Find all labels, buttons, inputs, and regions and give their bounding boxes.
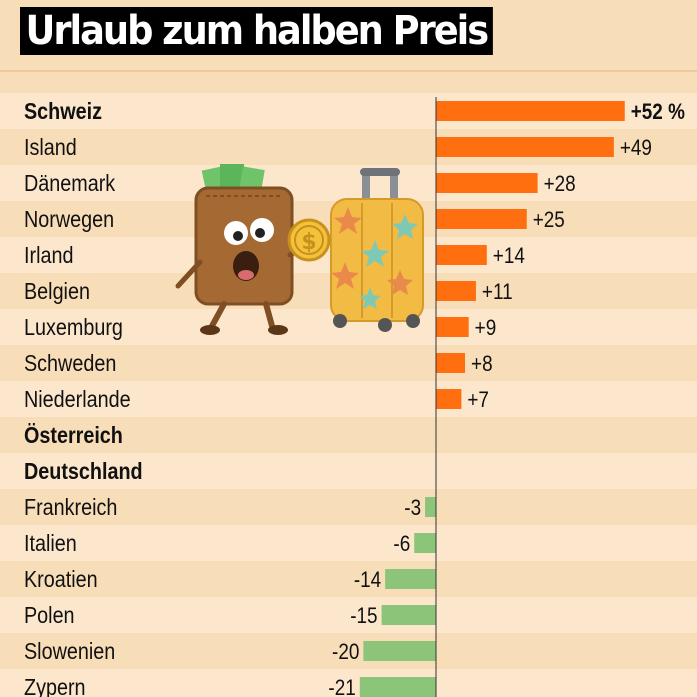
category-label: Niederlande: [24, 387, 131, 413]
row-stripe: [0, 345, 697, 381]
category-label: Dänemark: [24, 171, 115, 197]
data-label: +14: [493, 244, 525, 269]
bar: [436, 353, 466, 373]
data-label: +28: [544, 172, 576, 197]
bar: [436, 101, 625, 121]
bar: [425, 497, 436, 517]
data-label: +25: [533, 208, 565, 233]
row-stripe: [0, 525, 697, 561]
category-label: Schweden: [24, 351, 116, 377]
dollar-coin-icon: $: [287, 218, 331, 262]
data-label: +9: [475, 316, 497, 341]
bar: [436, 137, 614, 157]
bar: [436, 245, 487, 265]
row-stripe: [0, 417, 697, 453]
category-label: Zypern: [24, 675, 86, 697]
category-label: Polen: [24, 603, 75, 629]
data-label: +11: [482, 280, 513, 305]
row-stripe: [0, 561, 697, 597]
labels: Schweiz +52 % Island +49 Dänemark +28 Norwegen…: [24, 99, 685, 697]
header: Urlaub zum halben Preis: [0, 0, 697, 72]
chart-title: Urlaub zum halben Preis: [20, 7, 493, 55]
bar: [385, 569, 436, 589]
bar: [363, 641, 436, 661]
category-label: Norwegen: [24, 207, 114, 233]
row-stripe: [0, 381, 697, 417]
category-label: Slowenien: [24, 639, 115, 665]
bar: [436, 317, 469, 337]
bar: [414, 533, 436, 553]
row-stripe: [0, 597, 697, 633]
data-label: -15: [350, 604, 377, 629]
row-stripe: [0, 165, 697, 201]
data-label: -6: [393, 532, 410, 557]
wallet-icon: [175, 164, 309, 335]
bar: [436, 209, 527, 229]
data-label: +8: [471, 352, 493, 377]
category-label: Österreich: [24, 422, 123, 449]
bar: [436, 173, 538, 193]
bars: [359, 101, 625, 697]
suitcase-icon: [330, 168, 424, 332]
category-label: Luxemburg: [24, 315, 123, 341]
category-label: Italien: [24, 531, 77, 557]
row-stripe: [0, 633, 697, 669]
data-label: -3: [404, 496, 421, 521]
category-label: Deutschland: [24, 459, 143, 485]
category-label: Belgien: [24, 279, 90, 305]
category-label: Island: [24, 135, 77, 161]
bar: [381, 605, 436, 625]
category-label: Irland: [24, 243, 73, 269]
bar: [436, 389, 462, 409]
data-label: +7: [467, 388, 489, 413]
category-label: Frankreich: [24, 495, 117, 521]
svg-text:$: $: [301, 230, 316, 255]
category-label: Schweiz: [24, 99, 102, 125]
illustration: $: [175, 164, 424, 335]
data-label: -14: [354, 568, 381, 593]
bar: [359, 677, 436, 697]
bar: [436, 281, 476, 301]
data-label: +49: [620, 136, 652, 161]
row-stripe: [0, 489, 697, 525]
data-label: -21: [328, 676, 355, 697]
data-label: -20: [332, 640, 359, 665]
data-label: +52 %: [631, 100, 685, 125]
row-stripe: [0, 453, 697, 489]
header-divider: [0, 70, 697, 72]
row-stripe: [0, 669, 697, 697]
category-label: Kroatien: [24, 567, 98, 593]
